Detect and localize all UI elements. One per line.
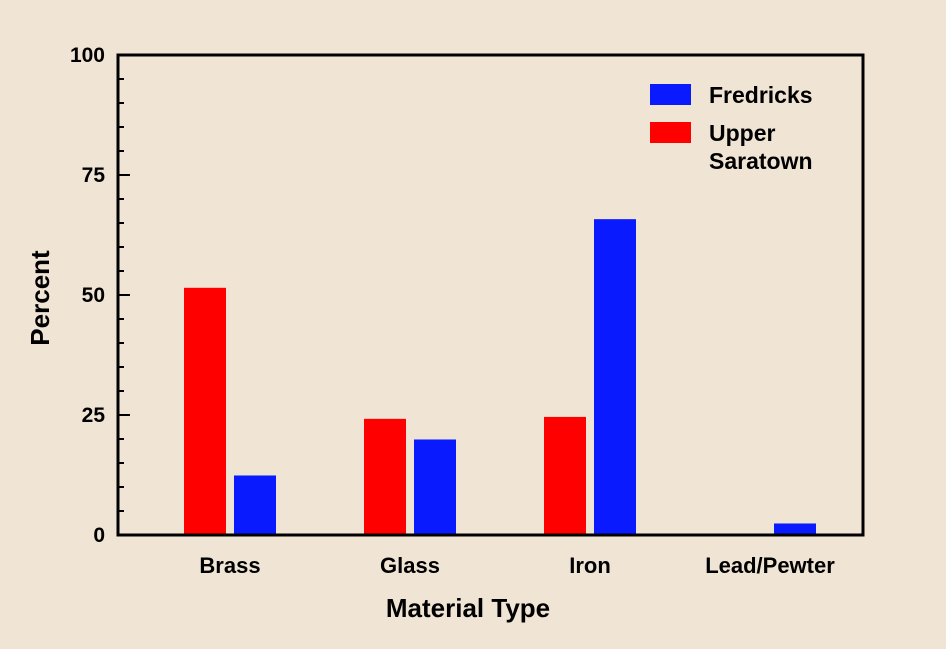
legend: Fredricks Upper Saratown bbox=[650, 82, 813, 174]
x-tick-label: Glass bbox=[380, 553, 440, 578]
y-tick-label: 100 bbox=[70, 44, 105, 67]
bar-glass-upper-saratown bbox=[364, 418, 406, 535]
legend-label-fredricks: Fredricks bbox=[709, 82, 813, 108]
bar-iron-fredricks bbox=[594, 219, 636, 535]
x-tick-label: Lead/Pewter bbox=[705, 553, 835, 578]
bar-iron-upper-saratown bbox=[544, 416, 586, 535]
bar-brass-upper-saratown bbox=[184, 287, 226, 535]
x-axis-title: Material Type bbox=[386, 593, 550, 623]
y-tick-label: 50 bbox=[82, 284, 105, 307]
legend-swatch-upper-saratown bbox=[650, 122, 691, 143]
y-tick-label: 0 bbox=[93, 524, 105, 547]
legend-label-upper-saratown: Upper Saratown bbox=[709, 120, 813, 174]
axes-group: Brass Glass Iron Lead/Pewter 0 25 50 75 100 bbox=[70, 44, 865, 578]
bars-group bbox=[184, 219, 816, 535]
y-tick-label: 25 bbox=[82, 404, 106, 427]
y-tick-label: 75 bbox=[82, 164, 106, 187]
y-axis-title: Percent bbox=[25, 250, 55, 346]
bar-brass-fredricks bbox=[234, 475, 276, 535]
x-tick-label: Iron bbox=[569, 553, 611, 578]
legend-swatch-fredricks bbox=[650, 84, 691, 105]
bar-glass-fredricks bbox=[414, 439, 456, 535]
x-tick-label: Brass bbox=[199, 553, 260, 578]
bar-lead-pewter-fredricks bbox=[774, 523, 816, 535]
